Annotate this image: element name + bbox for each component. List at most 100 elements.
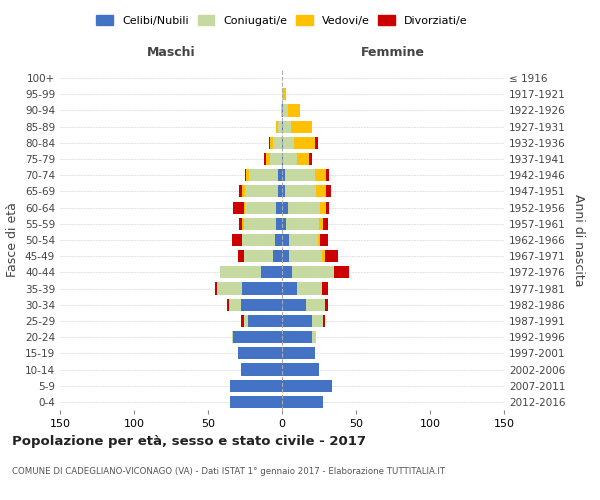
Bar: [273, 137, 282, 149]
Text: Maschi: Maschi: [146, 46, 196, 59]
Bar: [289, 234, 317, 246]
Bar: [278, 186, 282, 198]
Bar: [269, 137, 270, 149]
Bar: [282, 120, 283, 132]
Bar: [317, 234, 320, 246]
Bar: [276, 120, 278, 132]
Bar: [227, 298, 229, 311]
Bar: [266, 153, 270, 165]
Bar: [282, 88, 283, 101]
Bar: [245, 202, 276, 213]
Bar: [282, 250, 289, 262]
Text: Femmine: Femmine: [361, 46, 425, 59]
Bar: [250, 169, 278, 181]
Bar: [286, 218, 319, 230]
Bar: [242, 282, 282, 294]
Bar: [244, 202, 245, 213]
Bar: [270, 153, 282, 165]
Bar: [326, 169, 329, 181]
Bar: [282, 234, 289, 246]
Bar: [320, 234, 328, 246]
Bar: [241, 315, 244, 327]
Bar: [242, 186, 245, 198]
Bar: [334, 266, 349, 278]
Bar: [241, 298, 282, 311]
Bar: [326, 186, 331, 198]
Bar: [278, 120, 282, 132]
Bar: [245, 186, 278, 198]
Bar: [297, 153, 308, 165]
Text: COMUNE DI CADEGLIANO-VICONAGO (VA) - Dati ISTAT 1° gennaio 2017 - Elaborazione T: COMUNE DI CADEGLIANO-VICONAGO (VA) - Dat…: [12, 468, 445, 476]
Bar: [238, 348, 282, 360]
Bar: [244, 315, 248, 327]
Bar: [275, 234, 282, 246]
Bar: [314, 137, 317, 149]
Bar: [229, 298, 241, 311]
Bar: [282, 169, 285, 181]
Bar: [264, 153, 266, 165]
Bar: [282, 218, 286, 230]
Legend: Celibi/Nubili, Coniugati/e, Vedovi/e, Divorziati/e: Celibi/Nubili, Coniugati/e, Vedovi/e, Di…: [92, 10, 472, 30]
Bar: [282, 380, 332, 392]
Bar: [292, 266, 334, 278]
Bar: [273, 250, 282, 262]
Bar: [233, 202, 244, 213]
Bar: [281, 104, 282, 117]
Bar: [282, 364, 319, 376]
Bar: [282, 282, 297, 294]
Y-axis label: Fasce di età: Fasce di età: [7, 202, 19, 278]
Y-axis label: Anni di nascita: Anni di nascita: [572, 194, 585, 286]
Bar: [282, 104, 283, 117]
Bar: [283, 104, 288, 117]
Text: Popolazione per età, sesso e stato civile - 2017: Popolazione per età, sesso e stato civil…: [12, 435, 366, 448]
Bar: [323, 315, 325, 327]
Bar: [241, 364, 282, 376]
Bar: [294, 137, 314, 149]
Bar: [320, 202, 326, 213]
Bar: [288, 202, 320, 213]
Bar: [283, 120, 291, 132]
Bar: [319, 218, 323, 230]
Bar: [291, 120, 311, 132]
Bar: [238, 250, 244, 262]
Bar: [282, 348, 314, 360]
Bar: [276, 202, 282, 213]
Bar: [282, 186, 285, 198]
Bar: [285, 186, 316, 198]
Bar: [282, 266, 292, 278]
Bar: [326, 202, 329, 213]
Bar: [283, 137, 294, 149]
Bar: [217, 282, 242, 294]
Bar: [282, 153, 283, 165]
Bar: [322, 250, 325, 262]
Bar: [230, 396, 282, 408]
Bar: [220, 266, 261, 278]
Bar: [278, 169, 282, 181]
Bar: [261, 266, 282, 278]
Bar: [282, 396, 323, 408]
Bar: [305, 298, 325, 311]
Bar: [270, 137, 273, 149]
Bar: [239, 186, 242, 198]
Bar: [282, 202, 288, 213]
Bar: [283, 88, 286, 101]
Bar: [282, 315, 311, 327]
Bar: [282, 298, 305, 311]
Bar: [276, 218, 282, 230]
Bar: [316, 186, 326, 198]
Bar: [247, 169, 250, 181]
Bar: [289, 250, 322, 262]
Bar: [244, 250, 273, 262]
Bar: [323, 218, 328, 230]
Bar: [322, 282, 328, 294]
Bar: [314, 169, 326, 181]
Bar: [232, 331, 233, 343]
Bar: [308, 153, 311, 165]
Bar: [311, 315, 323, 327]
Bar: [215, 282, 217, 294]
Bar: [230, 380, 282, 392]
Bar: [297, 282, 322, 294]
Bar: [285, 169, 314, 181]
Bar: [242, 234, 275, 246]
Bar: [282, 331, 311, 343]
